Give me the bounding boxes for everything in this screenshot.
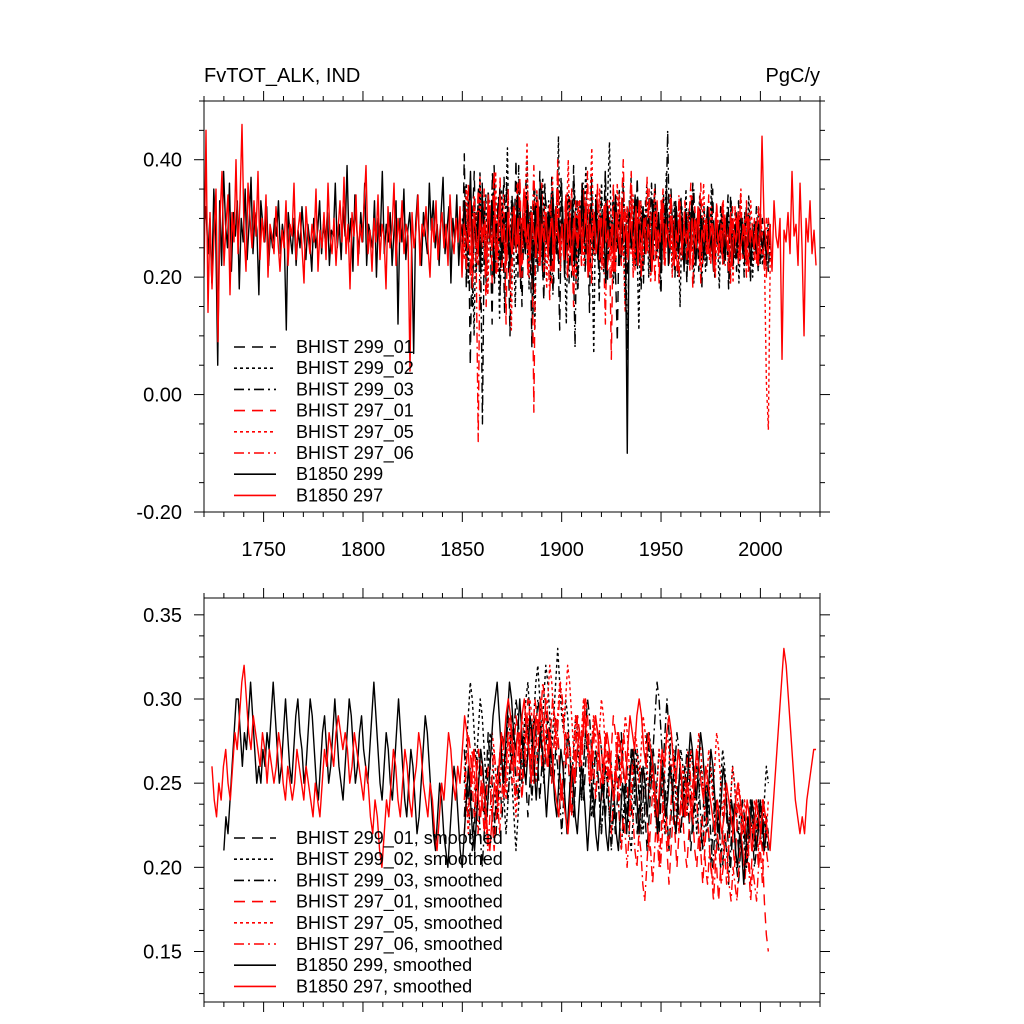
top-panel: FvTOT_ALK, IND PgC/y 1750 1800 1850 1900 195… [136, 65, 830, 561]
top-legend-label: B1850 297 [296, 485, 383, 505]
bottom-legend-label: B1850 299, smoothed [296, 955, 472, 975]
top-x-tick-label: 1900 [539, 539, 584, 561]
bottom-legend-label: BHIST 299_02, smoothed [296, 849, 503, 870]
top-panel-title: FvTOT_ALK, IND [204, 65, 360, 87]
top-axes: 1750 1800 1850 1900 1950 2000 -0.20 0.00 0.20 0.4… [136, 91, 830, 561]
top-plot-area [204, 123, 817, 454]
top-y-tick-label: 0.40 [143, 150, 182, 172]
bottom-y-tick-label: 0.15 [143, 942, 182, 964]
bottom-series-line-8 [211, 647, 817, 869]
top-x-tick-label: 2000 [738, 539, 783, 561]
top-legend-label: BHIST 297_01 [296, 401, 414, 422]
bottom-legend-label: BHIST 297_06, smoothed [296, 934, 503, 955]
bottom-y-tick-label: 0.35 [143, 605, 182, 627]
top-series-group [204, 123, 817, 454]
top-legend-label: B1850 299 [296, 464, 383, 484]
bottom-y-tick-label: 0.30 [143, 689, 182, 711]
top-y-tick-label: -0.20 [136, 502, 182, 524]
top-panel-units: PgC/y [766, 65, 820, 87]
top-legend-label: BHIST 299_03 [296, 379, 414, 400]
top-x-tick-label: 1800 [341, 539, 386, 561]
bottom-panel: 0.15 0.20 0.25 0.30 0.35 BHIST 299_01, smoot… [143, 588, 830, 1012]
top-series-line-8 [204, 123, 817, 372]
bottom-plot-area [211, 647, 817, 952]
bottom-series-group [211, 647, 817, 952]
bottom-series-line-3 [463, 681, 770, 885]
top-legend-label: BHIST 297_05 [296, 422, 414, 443]
bottom-legend-label: BHIST 299_03, smoothed [296, 870, 503, 891]
top-legend-label: BHIST 299_01 [296, 337, 414, 358]
top-y-tick-label: 0.20 [143, 267, 182, 289]
bottom-legend-label: B1850 297, smoothed [296, 976, 472, 996]
top-y-tick-label: 0.00 [143, 385, 182, 407]
bottom-legend-label: BHIST 297_05, smoothed [296, 913, 503, 934]
bottom-axes: 0.15 0.20 0.25 0.30 0.35 [143, 588, 830, 1012]
top-legend-label: BHIST 297_06 [296, 443, 414, 464]
bottom-series-line-5 [463, 664, 770, 852]
top-x-tick-label: 1950 [639, 539, 684, 561]
bottom-legend-label: BHIST 299_01, smoothed [296, 828, 503, 849]
top-x-tick-label: 1750 [241, 539, 286, 561]
top-legend-label: BHIST 299_02 [296, 358, 414, 379]
bottom-legend-label: BHIST 297_01, smoothed [296, 892, 503, 913]
bottom-series-line-7 [223, 681, 768, 885]
top-series-line-6 [461, 159, 772, 443]
bottom-plot-frame [203, 597, 821, 1003]
bottom-y-tick-label: 0.25 [143, 773, 182, 795]
top-series-line-4 [461, 159, 772, 413]
top-x-tick-label: 1850 [440, 539, 485, 561]
bottom-y-tick-label: 0.20 [143, 857, 182, 879]
